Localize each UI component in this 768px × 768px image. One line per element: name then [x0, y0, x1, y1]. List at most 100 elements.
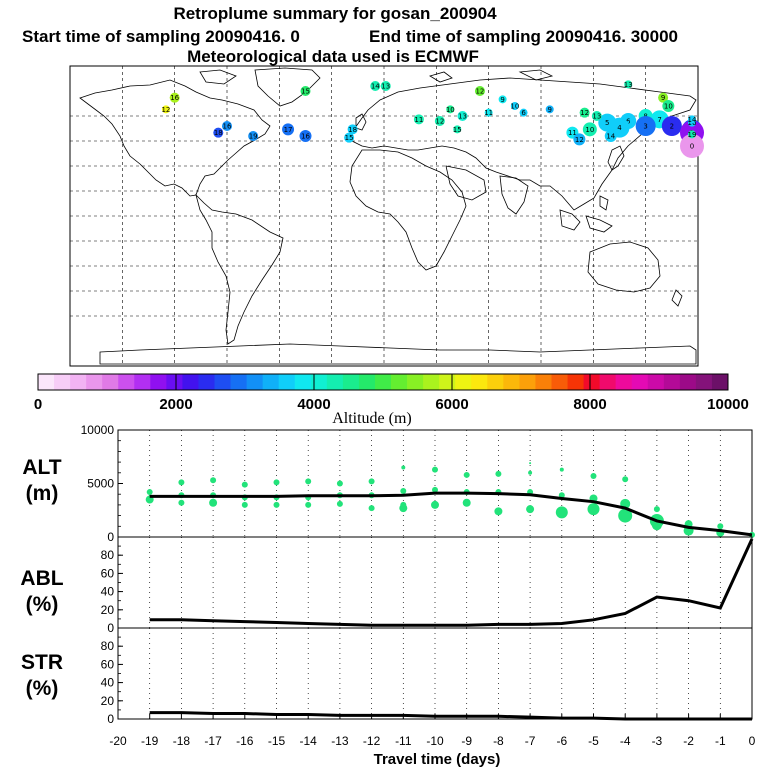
x-tick-label: -1	[715, 734, 726, 748]
plume-cluster: 13	[591, 111, 602, 121]
colorbar-cell	[214, 374, 231, 390]
plume-cluster: 12	[161, 105, 170, 114]
abl-panel-label: ABL	[20, 567, 63, 590]
plume-marker	[688, 130, 696, 139]
x-tick-label: -11	[395, 734, 412, 748]
colorbar-cell	[294, 374, 312, 390]
plume-label: 9	[661, 94, 665, 102]
plume-marker	[573, 133, 586, 146]
alt-data-point	[401, 465, 406, 470]
colorbar-cell	[455, 374, 472, 390]
start-time-label: Start time of sampling 20090416. 0	[22, 27, 300, 46]
plume-marker	[213, 127, 224, 138]
plume-cluster: 9	[498, 95, 507, 104]
alt-data-point	[368, 478, 375, 485]
plume-label: 11	[568, 129, 577, 137]
plume-cluster: 3	[635, 116, 656, 136]
colorbar-cell	[471, 374, 488, 390]
plume-cluster: 15	[344, 132, 355, 143]
alt-panel-label: ALT	[22, 456, 61, 479]
colorbar-cell	[663, 374, 681, 390]
met-data-label: Meteorological data used is ECMWF	[187, 47, 479, 66]
plume-label: 12	[475, 88, 484, 96]
y-tick-label: 20	[101, 694, 115, 708]
plume-marker	[413, 114, 424, 125]
y-tick-label: 60	[101, 566, 115, 580]
alt-data-point	[178, 479, 185, 486]
x-tick-label: -16	[236, 734, 254, 748]
plume-label: 11	[484, 109, 493, 117]
plume-marker	[579, 107, 590, 118]
plume-marker	[222, 121, 232, 131]
plume-cluster: 14	[370, 81, 381, 91]
plume-marker	[688, 115, 696, 124]
plume-label: 15	[345, 134, 354, 142]
colorbar-cell	[647, 374, 665, 390]
plume-cluster: 17	[282, 123, 295, 136]
alt-data-point	[590, 473, 597, 480]
plume-label: 16	[223, 123, 232, 131]
colorbar-cell	[230, 374, 248, 390]
plume-marker	[591, 111, 602, 121]
plume-marker	[282, 123, 295, 136]
y-tick-label: 80	[101, 639, 115, 653]
y-tick-label: 60	[101, 657, 115, 671]
plume-marker	[300, 86, 311, 96]
plume-marker	[161, 105, 170, 114]
plume-label: 12	[580, 109, 589, 117]
alt-data-point	[305, 478, 312, 485]
alt-panel-unit: (m)	[26, 482, 59, 505]
plume-label: 2	[670, 123, 674, 131]
colorbar-cell	[615, 374, 633, 390]
y-tick-label: 5000	[87, 477, 114, 491]
str-panel-label: STR	[21, 651, 63, 674]
plume-label: 19	[688, 131, 697, 139]
end-time-label: End time of sampling 20090416. 30000	[369, 27, 678, 46]
alt-data-point	[653, 506, 660, 513]
plume-cluster: 16	[222, 121, 232, 131]
plume-label: 13	[458, 113, 467, 121]
plume-cluster: 12	[579, 107, 590, 118]
plume-marker	[248, 131, 259, 141]
plume-marker	[380, 81, 391, 91]
plume-marker	[545, 105, 554, 114]
plume-cluster: 13	[457, 111, 468, 121]
plume-cluster: 18	[213, 127, 224, 138]
colorbar-cell	[407, 374, 424, 390]
plume-label: 16	[170, 94, 179, 102]
colorbar-tick-label: 2000	[159, 396, 192, 413]
alt-data-point	[336, 500, 343, 507]
alt-data-point	[432, 466, 438, 473]
x-tick-label: -6	[556, 734, 567, 748]
plume-cluster: 12	[573, 133, 586, 146]
x-tick-label: -3	[652, 734, 663, 748]
alt-data-point	[463, 471, 470, 478]
x-tick-label: -20	[109, 734, 127, 748]
plume-marker	[434, 116, 445, 126]
plume-marker	[658, 92, 669, 103]
world-map: 1314151612131291011699108765432110101114…	[69, 65, 704, 367]
plume-marker	[457, 111, 468, 121]
plume-label: 9	[547, 106, 551, 114]
alt-data-point	[241, 501, 248, 508]
y-tick-label: 80	[101, 548, 115, 562]
plume-clusters: 1314151612131291011699108765432110101114…	[161, 80, 704, 158]
x-axis-label: Travel time (days)	[374, 751, 501, 768]
plume-cluster: 10	[446, 105, 455, 114]
alt-data-point	[400, 487, 407, 494]
altitude-colorbar: 0 2000 4000 6000 8000 10000 Altitude (m)	[34, 373, 749, 427]
alt-data-point	[273, 501, 280, 508]
plume-cluster: 11	[413, 114, 424, 125]
plume-marker	[582, 122, 597, 137]
colorbar-cell	[134, 374, 151, 390]
colorbar-cell	[246, 374, 264, 390]
x-tick-label: -12	[363, 734, 381, 748]
coastlines	[79, 67, 697, 365]
x-tick-label: -17	[204, 734, 222, 748]
colorbar-cell	[118, 374, 135, 390]
plume-cluster: 9	[658, 92, 669, 103]
alt-data-point	[399, 504, 408, 513]
colorbar-tick-label: 6000	[435, 396, 468, 413]
plume-label: 16	[301, 133, 310, 141]
alt-data-point	[336, 480, 343, 487]
